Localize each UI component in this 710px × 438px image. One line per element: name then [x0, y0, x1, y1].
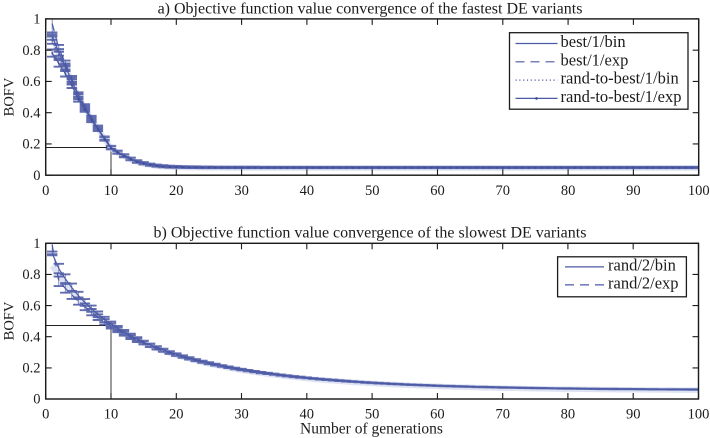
svg-text:best/1/bin: best/1/bin	[561, 32, 626, 51]
svg-text:100: 100	[688, 183, 710, 199]
svg-text:BOFV: BOFV	[2, 77, 18, 116]
svg-text:a) Objective function value co: a) Objective function value convergence …	[158, 1, 583, 18]
svg-text:0.2: 0.2	[22, 137, 40, 153]
svg-text:20: 20	[169, 183, 184, 199]
svg-text:80: 80	[561, 183, 576, 199]
svg-text:100: 100	[688, 407, 710, 423]
svg-text:Number of generations: Number of generations	[300, 421, 443, 438]
svg-text:0: 0	[33, 168, 40, 184]
svg-text:BOFV: BOFV	[2, 301, 18, 340]
svg-text:50: 50	[365, 407, 380, 423]
svg-text:20: 20	[169, 407, 184, 423]
svg-text:50: 50	[365, 183, 380, 199]
svg-text:0.4: 0.4	[22, 105, 41, 121]
svg-text:rand-to-best/1/bin: rand-to-best/1/bin	[561, 69, 679, 88]
svg-text:30: 30	[234, 407, 249, 423]
svg-text:90: 90	[626, 183, 641, 199]
svg-text:80: 80	[561, 407, 576, 423]
svg-text:60: 60	[430, 407, 445, 423]
svg-text:0: 0	[42, 183, 49, 199]
svg-text:rand/2/exp: rand/2/exp	[608, 274, 679, 293]
svg-text:10: 10	[104, 183, 119, 199]
svg-text:0.6: 0.6	[22, 298, 40, 314]
svg-text:0: 0	[33, 392, 40, 408]
svg-text:30: 30	[234, 183, 249, 199]
svg-text:70: 70	[495, 407, 510, 423]
svg-text:0.4: 0.4	[22, 329, 41, 345]
svg-text:rand/2/bin: rand/2/bin	[608, 256, 676, 275]
svg-text:40: 40	[300, 407, 315, 423]
svg-text:0.8: 0.8	[22, 267, 40, 283]
svg-text:40: 40	[300, 183, 315, 199]
svg-text:60: 60	[430, 183, 445, 199]
svg-text:70: 70	[496, 183, 511, 199]
svg-text:0.6: 0.6	[22, 74, 40, 90]
svg-text:0.8: 0.8	[22, 43, 40, 59]
svg-text:1: 1	[33, 236, 40, 252]
svg-text:0.2: 0.2	[22, 361, 40, 377]
svg-text:90: 90	[626, 407, 641, 423]
svg-text:1: 1	[33, 12, 40, 28]
svg-text:10: 10	[104, 407, 119, 423]
svg-text:best/1/exp: best/1/exp	[561, 50, 629, 69]
svg-text:rand-to-best/1/exp: rand-to-best/1/exp	[561, 87, 682, 106]
svg-text:b) Objective function value co: b) Objective function value convergence …	[154, 225, 587, 242]
svg-text:0: 0	[42, 407, 49, 423]
